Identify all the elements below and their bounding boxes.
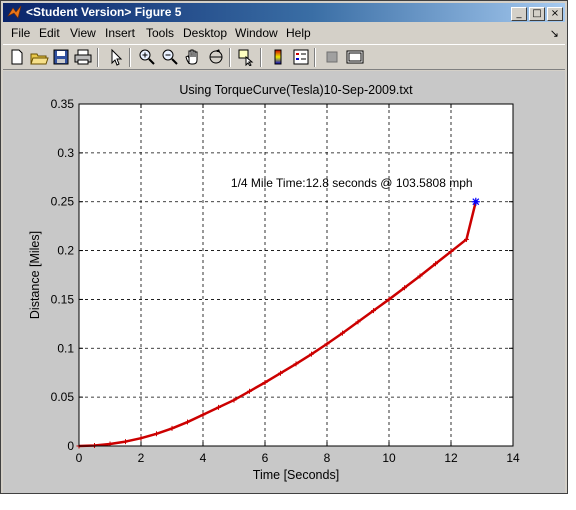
data-point xyxy=(231,397,237,403)
colorbar-icon[interactable] xyxy=(268,48,288,66)
edit-plot-arrow-icon[interactable] xyxy=(106,48,126,66)
toolbar-separator xyxy=(97,48,99,67)
data-point xyxy=(371,308,376,314)
data-cursor-icon[interactable] xyxy=(237,48,257,66)
minimize-icon: _ xyxy=(516,8,522,19)
menu-view[interactable]: View xyxy=(70,26,96,40)
menu-desktop[interactable]: Desktop xyxy=(183,26,228,40)
menu-insert[interactable]: Insert xyxy=(105,26,136,40)
data-point xyxy=(200,412,206,418)
y-axis-label: Distance [Miles] xyxy=(28,231,42,319)
data-point xyxy=(169,425,175,431)
y-tick-label: 0 xyxy=(67,439,74,453)
data-point xyxy=(464,236,469,242)
maximize-button[interactable]: □ xyxy=(529,7,545,21)
figure-window: <Student Version> Figure 5 _ □ × File Ed… xyxy=(0,0,568,494)
y-tick-labels: 0 0.05 0.1 0.15 0.2 0.25 0.3 0.35 xyxy=(51,97,75,453)
open-file-icon[interactable] xyxy=(29,48,49,66)
chart-title: Using TorqueCurve(Tesla)10-Sep-2009.txt xyxy=(179,83,413,97)
data-point xyxy=(324,341,330,347)
toolbar-separator xyxy=(129,48,131,67)
pan-hand-icon[interactable] xyxy=(183,48,203,66)
axes-box xyxy=(78,103,514,447)
data-point xyxy=(247,388,252,394)
data-point xyxy=(123,439,128,445)
figure-toolbar xyxy=(3,44,565,70)
menu-window[interactable]: Window xyxy=(235,26,278,40)
zoom-in-icon[interactable] xyxy=(137,48,157,66)
quarter-mile-annotation: 1/4 Mile Time:12.8 seconds @ 103.5808 mp… xyxy=(231,176,473,190)
close-icon: × xyxy=(550,8,560,19)
y-tick-label: 0.1 xyxy=(57,341,74,355)
data-point xyxy=(293,361,299,367)
x-tick-labels: 0 2 4 6 8 10 12 14 xyxy=(76,451,520,465)
menu-file[interactable]: File xyxy=(11,26,31,40)
data-point xyxy=(433,261,438,267)
data-point xyxy=(448,249,454,255)
quarter-mile-marker xyxy=(471,197,480,206)
maximize-icon: □ xyxy=(532,8,542,19)
y-tick-label: 0.15 xyxy=(51,292,75,306)
toolbar-separator xyxy=(229,48,231,67)
y-tick-label: 0.3 xyxy=(57,146,74,160)
show-plot-tools-icon[interactable] xyxy=(345,48,365,66)
menu-grip-icon: ↘ xyxy=(549,28,559,40)
menu-tools[interactable]: Tools xyxy=(146,26,175,40)
data-point xyxy=(340,330,345,336)
data-point xyxy=(154,431,159,437)
data-series xyxy=(76,197,480,449)
figure-canvas: 0 2 4 6 8 10 12 14 0 0.05 0.1 0.15 0.2 0.25 0.3 0.35 U… xyxy=(3,71,565,493)
matlab-logo-icon xyxy=(7,5,22,19)
data-point xyxy=(278,370,283,376)
minimize-button[interactable]: _ xyxy=(511,7,527,21)
toolbar-separator xyxy=(260,48,262,67)
x-tick-label: 6 xyxy=(262,451,269,465)
data-point xyxy=(355,319,361,325)
save-icon[interactable] xyxy=(51,48,71,66)
hide-plot-tools-icon[interactable] xyxy=(322,48,342,66)
x-tick-label: 12 xyxy=(444,451,458,465)
window-title: <Student Version> Figure 5 xyxy=(26,5,182,19)
y-tick-label: 0.2 xyxy=(57,244,74,258)
legend-icon[interactable] xyxy=(291,48,311,66)
menu-edit[interactable]: Edit xyxy=(39,26,60,40)
title-bar[interactable]: <Student Version> Figure 5 _ □ × xyxy=(3,3,565,22)
y-tick-label: 0.35 xyxy=(51,97,75,111)
x-tick-label: 8 xyxy=(324,451,331,465)
data-point xyxy=(138,435,144,441)
data-point xyxy=(262,379,268,385)
menu-bar: File Edit View Insert Tools Desktop Wind… xyxy=(3,23,565,42)
data-point xyxy=(417,273,423,279)
data-point xyxy=(386,296,392,302)
x-tick-label: 2 xyxy=(138,451,145,465)
close-button[interactable]: × xyxy=(547,7,563,21)
data-point xyxy=(216,404,221,410)
x-tick-label: 14 xyxy=(506,451,520,465)
x-axis-label: Time [Seconds] xyxy=(253,468,339,482)
data-point xyxy=(309,351,314,357)
plot-svg: 0 2 4 6 8 10 12 14 0 0.05 0.1 0.15 0.2 0.25 0.3 0.35 U… xyxy=(28,83,520,482)
x-tick-label: 0 xyxy=(76,451,83,465)
y-tick-label: 0.25 xyxy=(51,195,75,209)
grid-lines xyxy=(79,104,513,446)
x-tick-label: 10 xyxy=(382,451,396,465)
x-tick-label: 4 xyxy=(200,451,207,465)
zoom-out-icon[interactable] xyxy=(160,48,180,66)
toolbar-separator xyxy=(314,48,316,67)
print-icon[interactable] xyxy=(73,48,93,66)
data-point xyxy=(402,285,407,291)
rotate-3d-icon[interactable] xyxy=(206,48,226,66)
axes-background[interactable] xyxy=(79,104,513,446)
new-figure-icon[interactable] xyxy=(7,48,27,66)
menu-help[interactable]: Help xyxy=(286,26,311,40)
y-tick-label: 0.05 xyxy=(51,390,75,404)
data-point xyxy=(185,419,190,425)
